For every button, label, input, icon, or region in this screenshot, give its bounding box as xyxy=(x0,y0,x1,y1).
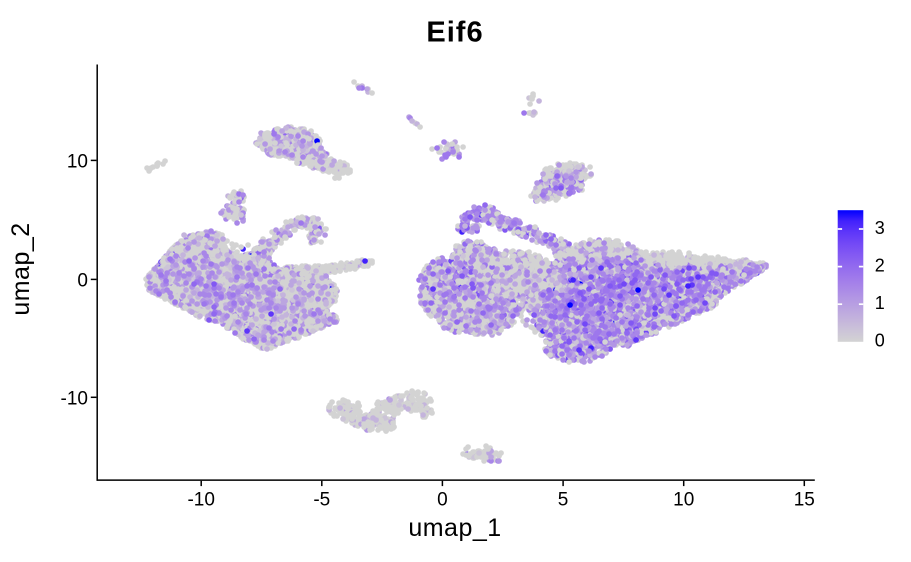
svg-text:Eif6: Eif6 xyxy=(426,17,483,49)
svg-text:0: 0 xyxy=(437,490,448,511)
svg-text:10: 10 xyxy=(673,490,694,511)
svg-text:-10: -10 xyxy=(61,388,88,409)
svg-text:5: 5 xyxy=(558,490,569,511)
svg-text:3: 3 xyxy=(875,218,885,238)
svg-text:umap_1: umap_1 xyxy=(408,514,501,542)
svg-text:umap_2: umap_2 xyxy=(7,222,35,315)
svg-text:10: 10 xyxy=(67,151,88,172)
svg-text:2: 2 xyxy=(875,255,885,275)
svg-text:1: 1 xyxy=(875,293,885,313)
svg-text:-5: -5 xyxy=(313,490,330,511)
svg-text:-10: -10 xyxy=(187,490,214,511)
svg-text:15: 15 xyxy=(794,490,815,511)
svg-text:0: 0 xyxy=(77,270,88,291)
svg-text:0: 0 xyxy=(875,331,885,351)
